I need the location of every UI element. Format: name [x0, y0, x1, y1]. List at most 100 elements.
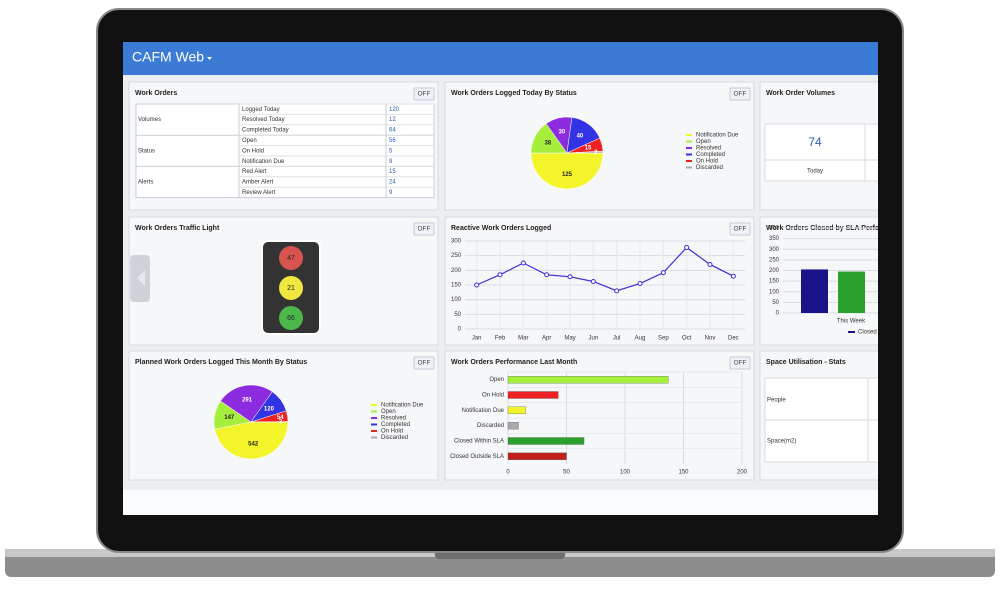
panel: [444, 216, 755, 346]
legend-label: On Hold: [696, 159, 718, 165]
toggle-button[interactable]: [729, 87, 751, 101]
pie-label: 30: [559, 130, 566, 136]
legend-label: Notification Due: [696, 133, 739, 139]
line-marker: [474, 282, 480, 288]
pie-slice: [214, 421, 289, 460]
volume-box: [764, 123, 878, 182]
y-tick-label: 200: [769, 268, 780, 274]
toggle-button[interactable]: [729, 222, 751, 236]
row-label: Amber Alert: [242, 180, 274, 186]
y-tick-label: 300: [769, 247, 780, 253]
x-tick-label: Jul: [613, 336, 621, 342]
y-tick-label: 200: [451, 268, 462, 274]
row-value: 64: [389, 128, 396, 134]
line-marker: [707, 261, 713, 267]
y-tick-label: 50: [454, 312, 461, 318]
bar: [507, 376, 669, 384]
x-tick-label: Jun: [588, 336, 598, 342]
y-tick-label: Discarded: [477, 423, 504, 429]
y-tick-label: On Hold: [482, 393, 504, 399]
panel-title: Space Utilisation - Stats: [766, 359, 846, 366]
traffic-light-value: 21: [287, 285, 295, 292]
row-label: Open: [242, 138, 257, 144]
row-value: 5: [389, 148, 393, 154]
toggle-button[interactable]: [413, 356, 435, 370]
pie-label: 120: [264, 406, 275, 412]
row-label: Completed Today: [242, 128, 289, 134]
row-value: 56: [389, 138, 396, 144]
line-marker: [637, 281, 643, 287]
panel: [444, 350, 755, 481]
y-tick-label: 50: [772, 300, 779, 306]
row-label: On Hold: [242, 148, 264, 154]
legend-label: Notification Due: [381, 403, 424, 409]
toggle-button[interactable]: [729, 356, 751, 370]
toggle-label[interactable]: OFF: [734, 226, 747, 233]
toggle-label[interactable]: OFF: [418, 226, 431, 233]
y-tick-label: 0: [776, 311, 780, 317]
toggle-button[interactable]: [413, 87, 435, 101]
toggle-label[interactable]: OFF: [418, 91, 431, 98]
row-value: 9: [389, 159, 393, 165]
y-tick-label: 400: [769, 226, 780, 232]
group-label: Alerts: [138, 180, 153, 186]
pie-slice: [566, 150, 604, 154]
app-title[interactable]: CAFM Web: [132, 49, 204, 65]
volume-value: 74: [808, 135, 822, 149]
legend-label: On Hold: [381, 429, 403, 435]
legend-label: Completed: [696, 152, 725, 158]
legend-label: Discarded: [381, 435, 408, 441]
row-label: Red Alert: [242, 169, 267, 175]
pie-slice: [220, 384, 273, 423]
table: [135, 103, 435, 199]
toggle-label[interactable]: OFF: [418, 360, 431, 367]
x-tick-label: Apr: [542, 336, 551, 342]
legend-label: Resolved: [696, 146, 721, 152]
line: [476, 246, 734, 292]
row-value: 120: [389, 107, 400, 113]
x-tick-label: 100: [620, 470, 631, 476]
y-tick-label: 0: [458, 327, 462, 333]
traffic-light-lamp: [279, 246, 303, 270]
panel-title: Work Orders Traffic Light: [135, 225, 220, 232]
x-tick-label: Oct: [682, 336, 692, 342]
pie-label: 147: [224, 415, 235, 421]
x-tick-label: 0: [506, 470, 510, 476]
x-tick-label: Sep: [658, 336, 669, 342]
row-value: 9: [389, 190, 393, 196]
carousel-arrow[interactable]: [137, 270, 145, 286]
y-tick-label: 350: [769, 236, 780, 242]
traffic-light-value: 66: [287, 315, 295, 322]
panel-title: Work Orders Logged Today By Status: [451, 90, 577, 97]
bar: [507, 391, 559, 399]
x-tick-label: Aug: [635, 336, 646, 342]
volume-label: Today: [807, 169, 823, 175]
pie-label: 542: [248, 442, 259, 448]
screen: CAFM Web Work Orders OFF Work Orders Logge…: [123, 42, 878, 515]
pie-label: 291: [242, 398, 253, 404]
toggle-label[interactable]: OFF: [734, 91, 747, 98]
y-tick-label: Open: [489, 377, 504, 383]
toggle-label[interactable]: OFF: [734, 360, 747, 367]
x-tick-label: 200: [737, 470, 748, 476]
legend-label: Resolved: [381, 416, 406, 422]
pie-label: 38: [544, 141, 551, 147]
panel-title: Work Orders Performance Last Month: [451, 359, 577, 366]
x-tick-label: 50: [563, 470, 570, 476]
legend-label: Open: [381, 409, 396, 415]
header-bar: [123, 42, 878, 75]
pie-label: 15: [585, 145, 592, 151]
bar: [801, 269, 828, 313]
x-tick-label: Nov: [705, 336, 716, 342]
traffic-light-value: 47: [287, 255, 295, 262]
row-value: 15: [389, 169, 396, 175]
panel-title: Reactive Work Orders Logged: [451, 225, 551, 232]
line-marker: [567, 274, 573, 280]
space-row-label: People: [767, 398, 786, 404]
bar: [507, 422, 519, 430]
panel-title: Planned Work Orders Logged This Month By…: [135, 359, 307, 366]
toggle-button[interactable]: [413, 222, 435, 236]
legend-label: Completed: [381, 422, 410, 428]
app-menu-caret[interactable]: [207, 57, 212, 60]
